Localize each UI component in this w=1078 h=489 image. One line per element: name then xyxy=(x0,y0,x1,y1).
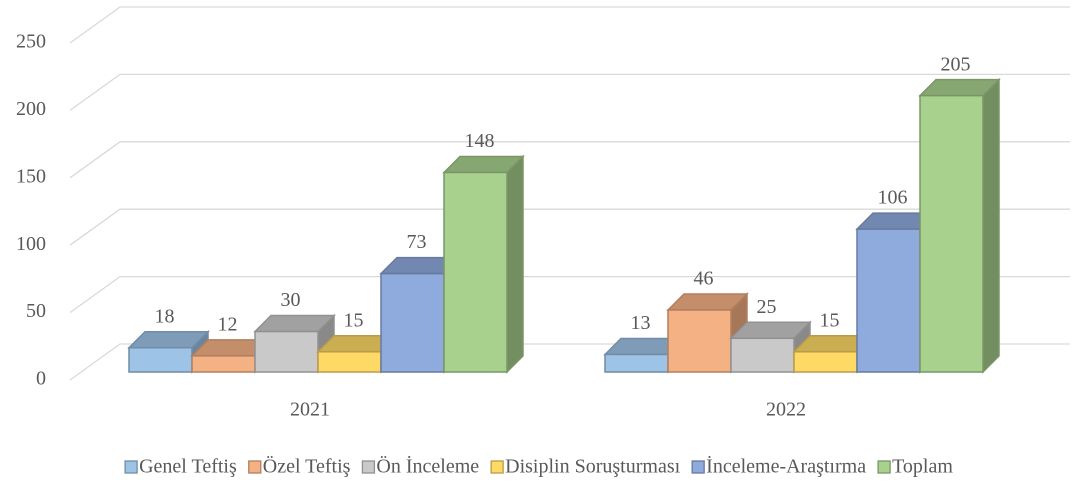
bar-front xyxy=(317,351,382,373)
bar xyxy=(918,77,1001,374)
bar-front xyxy=(604,353,669,373)
grid-line xyxy=(69,275,1070,314)
legend-label: Disiplin Soruşturması xyxy=(505,456,680,478)
bar-front xyxy=(254,330,319,373)
y-tick-label: 0 xyxy=(36,368,46,390)
x-tick-label: 2021 xyxy=(290,399,330,421)
legend-label: Ön İnceleme xyxy=(376,455,479,478)
legend-label: Özel Teftiş xyxy=(263,455,351,478)
y-tick-label: 150 xyxy=(16,165,46,187)
data-label: 148 xyxy=(465,130,495,152)
data-label: 15 xyxy=(344,309,364,331)
data-label: 15 xyxy=(820,309,840,331)
bar-front xyxy=(667,309,732,373)
bar xyxy=(442,154,525,374)
bar-front xyxy=(730,337,795,373)
bar-front xyxy=(380,272,445,373)
y-tick-label: 200 xyxy=(16,98,46,120)
bar-front xyxy=(443,171,508,373)
data-label: 13 xyxy=(631,312,651,334)
grid-line xyxy=(69,73,1070,111)
grid-line xyxy=(69,141,1070,179)
legend-label: Genel Teftiş xyxy=(139,456,237,478)
bar-front xyxy=(919,94,984,373)
data-label: 106 xyxy=(878,187,908,209)
y-tick-label: 100 xyxy=(16,233,46,255)
data-label: 18 xyxy=(155,305,175,327)
legend-label: İnceleme-Araştırma xyxy=(706,455,866,478)
legend-swatch xyxy=(877,460,891,474)
grid-line xyxy=(69,6,1070,44)
y-tick-label: 250 xyxy=(16,31,46,53)
legend: Genel Teftiş Özel Teftiş Ön İnceleme Disipl… xyxy=(124,455,953,478)
bar-side xyxy=(506,154,524,374)
grid-line xyxy=(69,208,1070,246)
data-label: 30 xyxy=(281,289,301,311)
data-label: 25 xyxy=(757,296,777,318)
data-label: 12 xyxy=(218,313,238,335)
legend-swatch xyxy=(248,460,262,474)
legend-swatch xyxy=(490,460,504,474)
legend-swatch xyxy=(691,460,705,474)
legend-swatch xyxy=(124,460,138,474)
bar-front xyxy=(793,351,858,373)
data-label: 73 xyxy=(407,231,427,253)
data-label: 46 xyxy=(694,268,714,290)
data-label: 205 xyxy=(941,53,971,75)
legend-label: Toplam xyxy=(892,456,953,478)
y-tick-label: 50 xyxy=(26,300,46,322)
legend-swatch xyxy=(361,460,376,474)
bar-side xyxy=(982,77,1000,374)
bar-front xyxy=(128,346,193,373)
x-tick-label: 2022 xyxy=(766,399,806,421)
bar-front xyxy=(856,228,921,373)
bar-front xyxy=(191,355,256,373)
